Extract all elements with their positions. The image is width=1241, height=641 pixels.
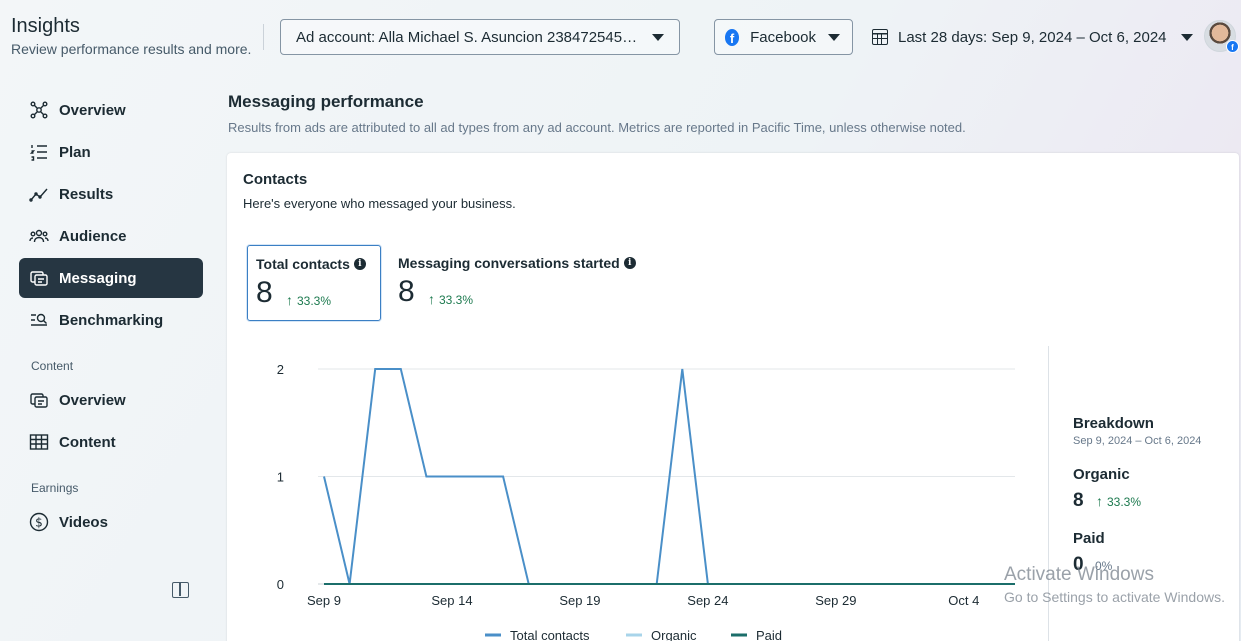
section-label-content: Content	[31, 359, 73, 373]
page-description: Results from ads are attributed to all a…	[228, 120, 966, 135]
info-icon[interactable]: i	[624, 257, 636, 269]
y-tick-label: 2	[277, 362, 284, 377]
metric-conversations-started[interactable]: Messaging conversations started i 8 ↑ 33.3…	[390, 245, 670, 321]
audience-icon	[29, 226, 49, 246]
info-icon[interactable]: i	[354, 258, 366, 270]
top-bar: Insights Review performance results and …	[0, 0, 1241, 72]
x-tick-label: Sep 9	[307, 593, 341, 608]
metric-label: Messaging conversations started	[398, 255, 620, 271]
breakdown-organic-delta: 33.3%	[1107, 495, 1141, 509]
date-range-picker[interactable]: Last 28 days: Sep 9, 2024 – Oct 6, 2024	[872, 19, 1193, 55]
sidebar-item-messaging[interactable]: Messaging	[19, 258, 203, 298]
sidebar-item-label: Results	[59, 186, 113, 203]
sidebar-item-label: Videos	[59, 514, 108, 531]
x-tick-label: Oct 4	[948, 593, 979, 608]
chevron-down-icon	[1181, 34, 1193, 41]
sidebar-item-label: Overview	[59, 392, 126, 409]
x-tick-label: Sep 24	[687, 593, 728, 608]
card-title: Contacts	[243, 171, 307, 188]
sidebar-item-label: Plan	[59, 144, 91, 161]
plan-icon	[29, 142, 49, 162]
header-divider	[263, 24, 264, 50]
sidebar-item-content-overview[interactable]: Overview	[19, 380, 203, 420]
x-tick-label: Sep 19	[559, 593, 600, 608]
arrow-up-icon: ↑	[1096, 493, 1103, 509]
facebook-icon: f	[725, 29, 739, 46]
sidebar-item-label: Messaging	[59, 270, 137, 287]
content-table-icon	[29, 432, 49, 452]
calendar-icon	[872, 29, 888, 45]
windows-activation-watermark: Activate Windows Go to Settings to activ…	[1004, 564, 1225, 605]
benchmarking-icon	[29, 310, 49, 330]
watermark-line2: Go to Settings to activate Windows.	[1004, 589, 1225, 605]
card-description: Here's everyone who messaged your busine…	[243, 196, 516, 211]
content-overview-icon	[29, 390, 49, 410]
collapse-sidebar-icon[interactable]	[172, 582, 189, 598]
metric-delta: 33.3%	[297, 294, 331, 308]
y-tick-label: 1	[277, 470, 284, 485]
arrow-up-icon: ↑	[428, 291, 435, 307]
metric-value: 8	[256, 276, 273, 310]
page-title: Messaging performance	[228, 92, 424, 112]
sidebar-item-plan[interactable]: Plan	[19, 132, 203, 172]
sidebar-item-label: Benchmarking	[59, 312, 163, 329]
sidebar-item-results[interactable]: Results	[19, 174, 203, 214]
sidebar-item-audience[interactable]: Audience	[19, 216, 203, 256]
results-icon	[29, 184, 49, 204]
legend-label: Organic	[651, 628, 697, 641]
date-range-label: Last 28 days: Sep 9, 2024 – Oct 6, 2024	[898, 29, 1167, 46]
legend-label: Total contacts	[510, 628, 590, 641]
breakdown-organic-label: Organic	[1073, 466, 1130, 483]
ad-account-label: Ad account: Alla Michael S. Asuncion 238…	[296, 29, 640, 46]
sidebar-item-overview[interactable]: Overview	[19, 90, 203, 130]
contacts-line-chart: 0 1 2 Sep 9 Sep 14 Sep 19 Sep 24 Sep 29 Oct 4 Tot…	[227, 343, 1037, 641]
sidebar-item-label: Content	[59, 434, 116, 451]
sidebar-item-content[interactable]: Content	[19, 422, 203, 462]
app-title: Insights	[11, 15, 80, 38]
metric-delta: 33.3%	[439, 293, 473, 307]
app-subtitle: Review performance results and more.	[11, 41, 251, 57]
svg-text:$: $	[35, 516, 43, 530]
chevron-down-icon	[652, 34, 664, 41]
metric-label: Total contacts	[256, 256, 350, 272]
sidebar-item-benchmarking[interactable]: Benchmarking	[19, 300, 203, 340]
messaging-icon	[29, 268, 49, 288]
facebook-badge-icon: f	[1226, 40, 1239, 53]
metric-total-contacts[interactable]: Total contacts i 8 ↑ 33.3%	[247, 245, 381, 321]
chevron-down-icon	[828, 34, 840, 41]
overview-icon	[29, 100, 49, 120]
dollar-icon: $	[29, 512, 49, 532]
sidebar-item-label: Audience	[59, 228, 127, 245]
x-tick-label: Sep 29	[815, 593, 856, 608]
platform-dropdown[interactable]: f Facebook	[714, 19, 853, 55]
arrow-up-icon: ↑	[286, 292, 293, 308]
platform-label: Facebook	[750, 29, 816, 46]
sidebar-item-videos[interactable]: $ Videos	[19, 502, 203, 542]
breakdown-date-range: Sep 9, 2024 – Oct 6, 2024	[1073, 435, 1201, 447]
breakdown-paid-label: Paid	[1073, 530, 1105, 547]
y-tick-label: 0	[277, 577, 284, 592]
x-tick-label: Sep 14	[431, 593, 472, 608]
sidebar-item-label: Overview	[59, 102, 126, 119]
section-label-earnings: Earnings	[31, 481, 78, 495]
ad-account-dropdown[interactable]: Ad account: Alla Michael S. Asuncion 238…	[280, 19, 680, 55]
breakdown-title: Breakdown	[1073, 415, 1154, 432]
watermark-line1: Activate Windows	[1004, 564, 1225, 586]
breakdown-organic-value: 8	[1073, 490, 1084, 512]
legend-label: Paid	[756, 628, 782, 641]
metric-value: 8	[398, 275, 415, 309]
